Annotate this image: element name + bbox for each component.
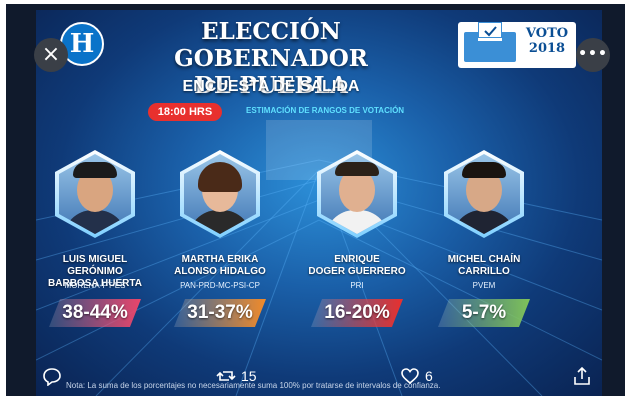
candidate-name: MARTHA ERIKA ALONSO HIDALGO [174, 254, 266, 277]
candidate-party: PRI [350, 281, 364, 290]
candidate-photo [317, 150, 397, 238]
heraldo-logo: H [60, 22, 104, 66]
candidate-name: ENRIQUE DOGER GUERRERO [308, 254, 406, 277]
vote-range-bar: 31-37% [174, 299, 266, 327]
candidate-photo [180, 150, 260, 238]
election-poster: H ELECCIÓN GOBERNADOR DE PUEBLA ENCUESTA… [36, 10, 602, 396]
candidate-party: PVEM [472, 281, 496, 290]
candidate-name: LUIS MIGUEL GERÓNIMO BARBOSA HUERTA [48, 254, 142, 289]
voto-2018-badge: VOTO 2018 [458, 22, 576, 68]
poster-title: ELECCIÓN GOBERNADOR DE PUEBLA [106, 18, 436, 99]
close-button[interactable]: × [34, 38, 68, 72]
reply-icon [43, 368, 61, 386]
time-badge: 18:00 HRS [148, 103, 222, 121]
footnote: Nota: La suma de los porcentajes no nece… [66, 381, 441, 390]
share-icon [574, 366, 590, 385]
media-viewer: H ELECCIÓN GOBERNADOR DE PUEBLA ENCUESTA… [6, 4, 625, 396]
poster-subtitle: ENCUESTA DE SALIDA [182, 78, 360, 95]
vote-range-bar: 16-20% [311, 299, 403, 327]
retweet-icon [216, 371, 236, 381]
candidate-party: MORENA-PT-ES [64, 281, 126, 290]
candidate-name: MICHEL CHAÍN CARRILLO [447, 254, 521, 277]
title-line-1: ELECCIÓN GOBERNADOR [174, 18, 368, 72]
share-button[interactable] [572, 366, 592, 386]
more-icon: ••• [578, 46, 608, 62]
title-line-2: DE PUEBLA [194, 72, 348, 99]
candidate-photo [55, 150, 135, 238]
like-button[interactable]: 6 [400, 366, 433, 386]
retweet-count: 15 [241, 368, 257, 384]
retweet-button[interactable]: 15 [216, 366, 257, 386]
vote-range-bar: 5-7% [438, 299, 530, 327]
voto-label: VOTO [525, 26, 569, 41]
candidate-photo [444, 150, 524, 238]
voto-year: 2018 [528, 41, 566, 56]
like-count: 6 [425, 368, 433, 384]
ballot-icon [478, 22, 502, 38]
poster-background-lines [36, 120, 602, 396]
candidate-party: PAN-PRD-MC-PSI-CP [180, 281, 260, 290]
heart-icon [401, 368, 419, 385]
close-icon: × [41, 42, 61, 67]
estimation-label: ESTIMACIÓN DE RANGOS DE VOTACIÓN [246, 106, 405, 115]
reply-button[interactable] [42, 366, 62, 386]
more-options-button[interactable]: ••• [576, 38, 610, 72]
vote-range-bar: 38-44% [49, 299, 141, 327]
